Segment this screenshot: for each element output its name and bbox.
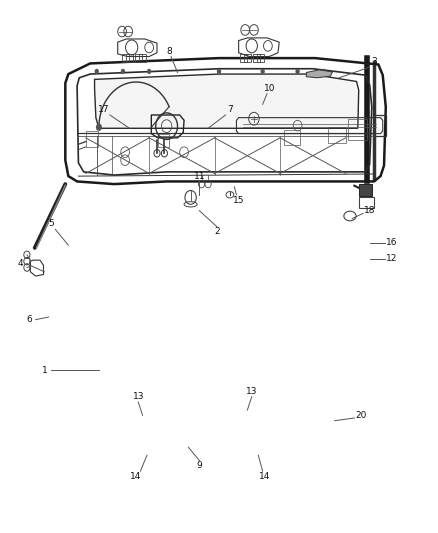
Text: 10: 10 xyxy=(264,84,275,93)
Circle shape xyxy=(321,69,326,74)
Text: 9: 9 xyxy=(197,462,202,470)
Text: 5: 5 xyxy=(48,220,54,229)
Text: 15: 15 xyxy=(233,196,244,205)
Polygon shape xyxy=(95,74,359,128)
Text: 20: 20 xyxy=(355,411,367,420)
Text: 14: 14 xyxy=(259,472,271,481)
Text: 18: 18 xyxy=(364,206,375,215)
Text: 17: 17 xyxy=(98,105,109,114)
Text: 2: 2 xyxy=(214,228,219,237)
Circle shape xyxy=(261,69,265,74)
Polygon shape xyxy=(359,184,372,196)
Text: 13: 13 xyxy=(132,392,144,401)
Circle shape xyxy=(217,69,221,74)
Circle shape xyxy=(295,69,300,74)
Text: 4: 4 xyxy=(18,260,23,268)
Circle shape xyxy=(121,69,125,74)
Text: 3: 3 xyxy=(371,58,377,66)
Polygon shape xyxy=(306,70,332,78)
Text: 13: 13 xyxy=(246,387,258,396)
Circle shape xyxy=(147,69,151,74)
Text: 16: 16 xyxy=(386,238,397,247)
Text: 1: 1 xyxy=(42,366,47,375)
Text: 6: 6 xyxy=(26,315,32,324)
Text: 7: 7 xyxy=(227,105,233,114)
Circle shape xyxy=(96,124,102,131)
Text: 8: 8 xyxy=(166,47,172,55)
Circle shape xyxy=(95,69,99,74)
Text: 12: 12 xyxy=(386,254,397,263)
Text: 14: 14 xyxy=(131,472,142,481)
Text: 11: 11 xyxy=(194,172,205,181)
